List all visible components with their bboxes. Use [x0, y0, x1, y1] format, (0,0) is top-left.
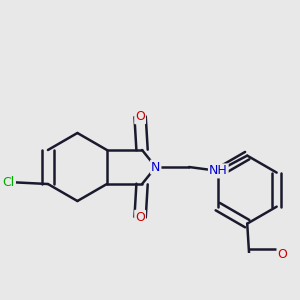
- Text: O: O: [278, 248, 287, 261]
- Text: O: O: [135, 211, 145, 224]
- Text: N: N: [151, 160, 160, 173]
- Text: NH: NH: [209, 164, 228, 177]
- Text: Cl: Cl: [3, 176, 15, 189]
- Text: O: O: [135, 110, 145, 123]
